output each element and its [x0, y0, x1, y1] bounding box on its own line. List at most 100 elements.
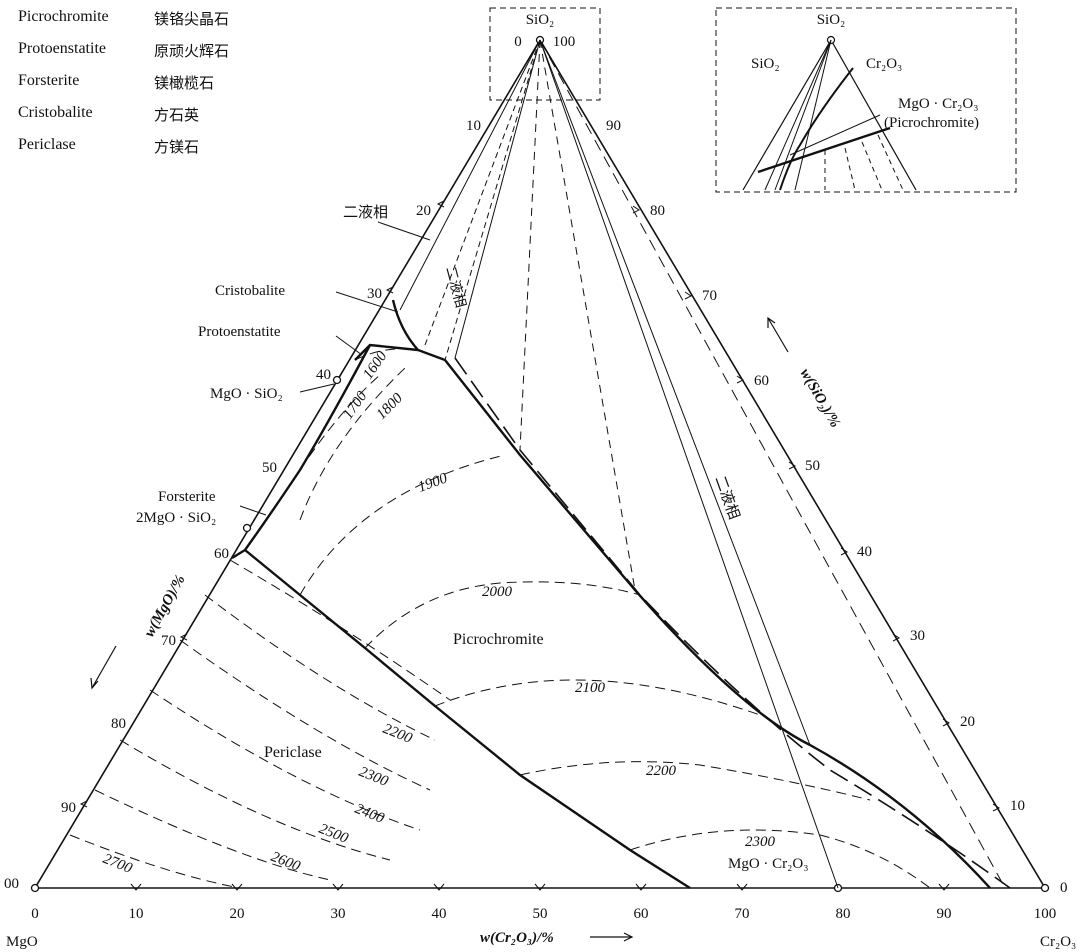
- inset-tie-line: [789, 114, 881, 156]
- bottom-axis-ticks: [130, 883, 950, 891]
- apex-zoom-box: [489, 7, 601, 101]
- apex-right-tick: 100: [553, 34, 576, 50]
- immiscibility-boundary: [444, 39, 541, 361]
- isotherm-label: 2300: [357, 764, 391, 790]
- protoenstatite-leader: [335, 335, 363, 356]
- right-axis-arrow: [767, 316, 789, 353]
- tick-mark: [534, 883, 546, 891]
- isotherm-2300: [179, 639, 431, 791]
- inset-tie-line: [774, 39, 832, 191]
- immiscibility-boundary: [454, 39, 541, 359]
- isotherm-2000: [364, 581, 641, 649]
- mgo-sio2-point: [332, 375, 342, 385]
- tick-mark: [942, 718, 950, 727]
- left-tick-label: 10: [466, 118, 481, 134]
- isotherm-2200: [204, 594, 436, 741]
- tick-mark: [179, 633, 188, 641]
- legend-zh-name: 镁铬尖晶石: [154, 10, 230, 28]
- right-tick-label: 30: [910, 628, 925, 644]
- right-axis-title: w(SiO₂)/%: [797, 366, 843, 430]
- two-liquid-label-left: 二液相: [343, 203, 388, 221]
- isotherm-1900: [299, 454, 506, 596]
- mgo-corner-point: [30, 883, 40, 893]
- bottom-tick-label: 30: [331, 906, 346, 922]
- isotherm-1700: [299, 374, 381, 471]
- right-tick-label: 20: [960, 714, 975, 730]
- tick-mark: [385, 286, 394, 294]
- bottom-tick-label: 0: [31, 906, 39, 922]
- tick-mark: [938, 883, 950, 891]
- legend-zh-name: 方石英: [154, 106, 200, 124]
- inset-sio2-label: SiO₂: [751, 56, 780, 72]
- inset-tie-line: [861, 141, 883, 191]
- right-tick-label: 50: [805, 458, 820, 474]
- tie-line: [519, 39, 541, 451]
- tick-mark: [436, 200, 445, 208]
- periclase-field-label: Periclase: [264, 744, 322, 761]
- cr2o3-corner-label: Cr₂O₃: [1040, 934, 1076, 950]
- inset-apex-label: SiO₂: [817, 12, 846, 28]
- inset-boundary: [757, 126, 891, 174]
- inset-cr2o3-label: Cr₂O₃: [866, 56, 902, 72]
- tie-lines: [519, 39, 1006, 889]
- inset-tie-lines: [764, 39, 904, 191]
- protoenstatite-label: Protoenstatite: [198, 324, 281, 340]
- isotherm-2700: [69, 834, 241, 889]
- legend-zh-name: 镁橄榄石: [154, 74, 215, 92]
- spinel-cristobalite-boundary: [444, 359, 991, 889]
- left-tick-label: 80: [111, 716, 126, 732]
- right-tick-label: 70: [702, 288, 717, 304]
- legend-en-name: Picrochromite: [18, 8, 109, 25]
- boundary-curves: [231, 299, 1011, 890]
- tick-mark: [840, 547, 848, 556]
- legend-en-name: Periclase: [18, 136, 76, 153]
- isotherm-label: 2500: [317, 821, 351, 847]
- isotherm-label: 2400: [353, 801, 387, 827]
- left-axis-arrow: [90, 645, 117, 690]
- tick-mark: [736, 883, 748, 891]
- tie-line: [539, 39, 811, 746]
- forsterite-label: Forsterite: [158, 489, 216, 505]
- bottom-axis-arrow: [590, 932, 634, 942]
- inset-frame: [715, 7, 1017, 193]
- bottom-tick-label: 50: [533, 906, 548, 922]
- immiscibility-boundary: [424, 39, 541, 346]
- isotherm-2200b: [519, 761, 871, 801]
- legend-en-name: Protoenstatite: [18, 40, 106, 57]
- mgo-cr2o3-label: MgO · Cr₂O₃: [728, 856, 808, 872]
- isotherm-1600: [354, 348, 421, 361]
- isotherm-2300b: [629, 829, 931, 889]
- isotherm-2400: [149, 689, 421, 831]
- isotherms: [69, 348, 931, 889]
- tie-line: [539, 39, 636, 591]
- legend-en-name: Forsterite: [18, 72, 80, 89]
- bottom-axis-title: w(Cr₂O₃)/%: [480, 930, 554, 946]
- inset-boundary: [779, 67, 854, 191]
- tick-mark: [231, 883, 243, 891]
- left-tick-label: 30: [367, 286, 382, 302]
- bottom-tick-label: 80: [836, 906, 851, 922]
- bottom-tick-label: 40: [432, 906, 447, 922]
- tick-mark: [892, 633, 900, 642]
- left-tick-label: 20: [416, 203, 431, 219]
- forsterite-boundary: [231, 344, 372, 560]
- left-tick-label: 90: [61, 800, 76, 816]
- isotherm-label: 2700: [101, 851, 135, 877]
- bottom-tick-label: 60: [634, 906, 649, 922]
- apex-left-tick: 0: [514, 34, 522, 50]
- legend-en-name: Cristobalite: [18, 104, 93, 121]
- cr2o3-corner-point: [1040, 883, 1050, 893]
- inset-tie-line: [794, 39, 832, 191]
- isotherm-label: 2000: [482, 584, 513, 600]
- right-tick-label: 10: [1010, 798, 1025, 814]
- two-liquid-leader: [377, 221, 431, 241]
- tick-mark: [332, 883, 344, 891]
- inset-diagram: SiO₂ SiO₂ Cr₂O₃ MgO · Cr₂O₃ (Picrochromi…: [715, 7, 1017, 193]
- right-tick-label: 40: [857, 544, 872, 560]
- two-liquid-label-right: 二液相: [711, 473, 743, 521]
- left-axis-labels: 10 20 30 40 50 60 70 80 90: [61, 118, 481, 816]
- tick-mark: [130, 883, 142, 891]
- sio2-apex-label: SiO₂: [526, 12, 555, 28]
- inset-tie-line: [844, 147, 856, 191]
